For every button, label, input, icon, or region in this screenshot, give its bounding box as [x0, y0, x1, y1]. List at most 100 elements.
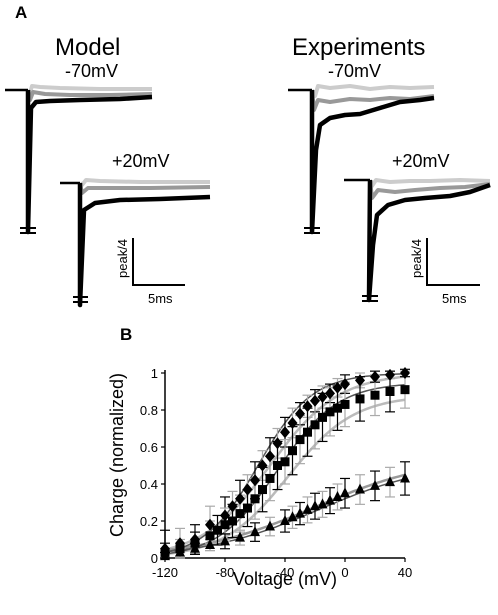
chart-axes — [161, 370, 406, 562]
square-point — [340, 399, 350, 409]
diamond-point — [220, 509, 230, 522]
triangle-point — [370, 479, 380, 490]
square-point — [370, 390, 380, 400]
diamond-point — [280, 426, 290, 439]
triangle-point — [332, 490, 343, 501]
experiment-scale-bar — [426, 238, 480, 286]
square-point — [295, 435, 305, 445]
y-tick-label: 1 — [151, 366, 158, 381]
triangle-point — [175, 546, 185, 557]
square-point — [273, 461, 282, 470]
triangle-point — [385, 476, 395, 487]
diamond-point — [250, 474, 260, 487]
square-point — [265, 473, 275, 483]
triangle-point — [265, 520, 275, 531]
x-tick-label: -120 — [152, 565, 178, 580]
square-point — [288, 446, 297, 456]
triangle-point — [287, 511, 298, 522]
diamond-point — [370, 370, 380, 383]
model-trace-bottom — [60, 178, 211, 308]
panel-b-label: B — [120, 325, 132, 344]
diamond-point — [287, 416, 298, 429]
triangle-point — [235, 531, 245, 542]
triangle-point — [325, 494, 335, 505]
model-scale-bar — [132, 238, 185, 286]
experiment-trace-bottom — [344, 178, 491, 303]
y-tick-label: 0.6 — [140, 440, 158, 455]
model-top-voltage: -70mV — [65, 61, 118, 81]
square-point — [280, 457, 290, 467]
x-tick-label: -40 — [276, 565, 295, 580]
diamond-point — [400, 367, 410, 379]
diamond-point — [325, 387, 335, 400]
diamond-point — [302, 400, 313, 413]
chart-points — [160, 367, 410, 561]
triangle-point — [190, 542, 200, 553]
x-tick-label: -80 — [216, 565, 235, 580]
square-point — [205, 531, 215, 541]
y-axis-title: Charge (normalized) — [107, 373, 127, 537]
square-point — [258, 485, 267, 495]
experiments-top-voltage: -70mV — [328, 61, 381, 81]
diamond-point — [257, 459, 268, 472]
triangle-point — [400, 472, 410, 483]
square-point — [385, 387, 395, 396]
square-point — [333, 403, 342, 413]
triangle-point — [205, 539, 215, 550]
experiment-scale-y-label: peak/4 — [409, 239, 424, 278]
y-tick-label: 0 — [151, 551, 158, 566]
y-tick-label: 0.2 — [140, 514, 158, 529]
experiment-trace-top — [288, 84, 435, 235]
model-scale-y-label: peak/4 — [115, 239, 130, 278]
square-point — [213, 525, 222, 535]
x-axis-title: Voltage (mV) — [233, 569, 337, 589]
charge-voltage-chart: -120 -80 -40 0 40 0 0.2 0.4 0.6 0.8 1 — [140, 366, 412, 580]
diamond-point — [227, 500, 238, 513]
triangle-point — [280, 515, 290, 525]
triangle-point — [250, 526, 260, 537]
diamond-point — [265, 450, 275, 463]
triangle-point — [295, 507, 305, 518]
square-point — [303, 427, 312, 437]
chart-tick-labels: -120 -80 -40 0 40 0 0.2 0.4 0.6 0.8 1 — [140, 366, 412, 580]
diamond-point — [235, 492, 245, 505]
diamond-point — [242, 483, 253, 496]
y-tick-label: 0.4 — [140, 477, 158, 492]
diamond-point — [355, 374, 365, 387]
experiment-scale-x-label: 5ms — [442, 291, 467, 306]
square-point — [355, 394, 365, 404]
square-point — [220, 520, 230, 530]
panel-a-label: A — [15, 3, 27, 22]
triangle-point — [160, 550, 170, 561]
experiments-bottom-voltage: +20mV — [392, 151, 450, 171]
square-point — [325, 407, 335, 417]
diamond-point — [332, 381, 343, 394]
diamond-point — [205, 518, 215, 531]
diamond-point — [385, 368, 395, 381]
model-scale-x-label: 5ms — [148, 291, 173, 306]
square-point — [228, 516, 237, 526]
square-point — [235, 509, 245, 519]
diamond-point — [317, 391, 328, 404]
x-tick-label: 0 — [341, 565, 348, 580]
triangle-point — [220, 535, 230, 546]
square-point — [243, 503, 252, 513]
diamond-point — [340, 378, 350, 391]
triangle-point — [317, 498, 328, 509]
model-bottom-voltage: +20mV — [112, 151, 170, 171]
square-point — [400, 385, 410, 395]
triangle-point — [355, 483, 365, 494]
square-point — [318, 412, 327, 422]
diamond-point — [272, 437, 283, 450]
model-trace-top — [5, 84, 153, 235]
triangle-point — [340, 487, 350, 498]
diamond-point — [295, 407, 305, 420]
diamond-point — [310, 394, 320, 407]
y-tick-label: 0.8 — [140, 403, 158, 418]
model-title: Model — [55, 34, 120, 61]
triangle-point — [302, 503, 313, 514]
square-point — [250, 494, 260, 504]
experiments-title: Experiments — [292, 34, 425, 61]
x-tick-label: 40 — [398, 565, 412, 580]
